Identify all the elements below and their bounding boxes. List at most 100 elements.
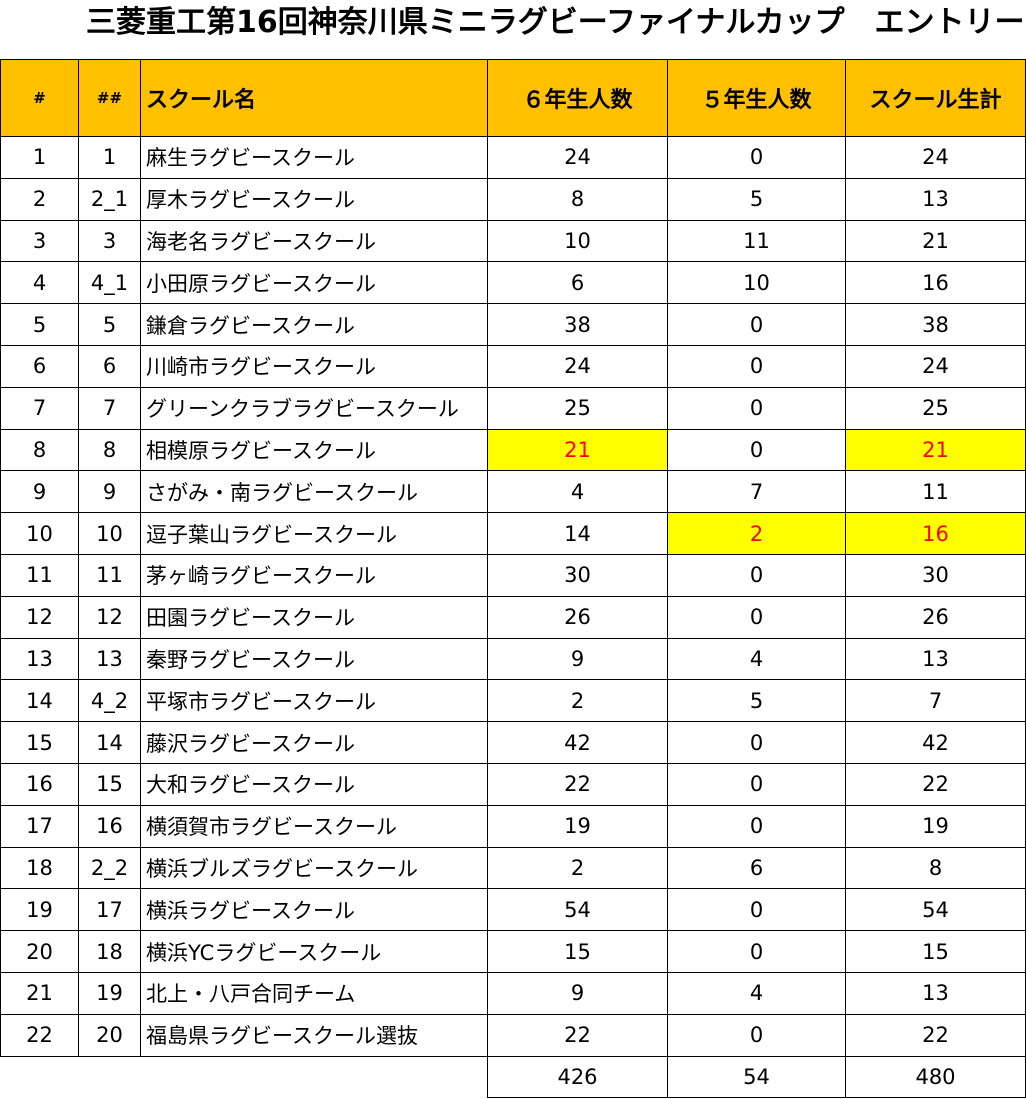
cell-total[interactable]: 15	[845, 930, 1026, 973]
total-grade6[interactable]: 426	[487, 1055, 668, 1099]
cell-grade5[interactable]: 0	[667, 804, 846, 848]
cell-num[interactable]: 20	[0, 930, 79, 973]
cell-total[interactable]: 24	[845, 136, 1026, 179]
cell-school[interactable]: 秦野ラグビースクール	[140, 637, 488, 681]
total-total[interactable]: 480	[845, 1055, 1026, 1099]
cell-num[interactable]: 2	[0, 177, 79, 221]
cell-num2[interactable]: 20	[78, 1013, 141, 1057]
cell-num[interactable]: 14	[0, 679, 79, 723]
cell-grade5[interactable]: 10	[667, 261, 846, 305]
cell-school[interactable]: 横須賀市ラグビースクール	[140, 804, 488, 848]
cell-total[interactable]: 22	[845, 762, 1026, 806]
cell-num[interactable]: 6	[0, 344, 79, 388]
cell-num[interactable]: 11	[0, 553, 79, 597]
cell-num[interactable]: 9	[0, 470, 79, 514]
cell-school[interactable]: 鎌倉ラグビースクール	[140, 303, 488, 346]
cell-total[interactable]: 13	[845, 971, 1026, 1015]
cell-grade6[interactable]: 10	[487, 219, 668, 263]
cell-num2[interactable]: 6	[78, 344, 141, 388]
cell-school[interactable]: 小田原ラグビースクール	[140, 261, 488, 305]
cell-total[interactable]: 16	[845, 261, 1026, 305]
cell-num[interactable]: 3	[0, 219, 79, 263]
cell-school[interactable]: 逗子葉山ラグビースクール	[140, 512, 488, 555]
cell-num2[interactable]: 18	[78, 930, 141, 973]
cell-school[interactable]: 北上・八戸合同チーム	[140, 971, 488, 1015]
cell-num[interactable]: 7	[0, 386, 79, 430]
cell-num[interactable]: 18	[0, 846, 79, 890]
cell-grade5[interactable]: 0	[667, 888, 846, 932]
cell-num2[interactable]: 7	[78, 386, 141, 430]
cell-school[interactable]: 茅ヶ崎ラグビースクール	[140, 553, 488, 597]
cell-num2[interactable]: 17	[78, 888, 141, 932]
cell-school[interactable]: 平塚市ラグビースクール	[140, 679, 488, 723]
cell-grade6[interactable]: 26	[487, 595, 668, 639]
cell-num[interactable]: 5	[0, 303, 79, 346]
cell-num[interactable]: 16	[0, 762, 79, 806]
cell-grade6[interactable]: 24	[487, 344, 668, 388]
cell-grade6[interactable]: 25	[487, 386, 668, 430]
column-header-school[interactable]: スクール名	[140, 59, 488, 137]
cell-num2[interactable]: 15	[78, 762, 141, 806]
column-header-num[interactable]: #	[0, 59, 79, 137]
cell-total[interactable]: 22	[845, 1013, 1026, 1057]
cell-grade6[interactable]: 15	[487, 930, 668, 973]
cell-num2[interactable]: 9	[78, 470, 141, 514]
cell-grade5[interactable]: 6	[667, 846, 846, 890]
cell-total[interactable]: 38	[845, 303, 1026, 346]
cell-school[interactable]: 横浜ラグビースクール	[140, 888, 488, 932]
cell-num[interactable]: 8	[0, 428, 79, 472]
column-header-total[interactable]: スクール生計	[845, 59, 1026, 137]
cell-num2[interactable]: 2_1	[78, 177, 141, 221]
cell-grade5[interactable]: 7	[667, 470, 846, 514]
cell-num2[interactable]: 1	[78, 136, 141, 179]
cell-total[interactable]: 21	[845, 428, 1026, 472]
cell-school[interactable]: 福島県ラグビースクール選抜	[140, 1013, 488, 1057]
cell-num[interactable]: 15	[0, 721, 79, 764]
cell-grade5[interactable]: 4	[667, 637, 846, 681]
cell-total[interactable]: 42	[845, 721, 1026, 764]
cell-num[interactable]: 1	[0, 136, 79, 179]
column-header-num2[interactable]: ##	[78, 59, 141, 137]
cell-total[interactable]: 21	[845, 219, 1026, 263]
cell-num2[interactable]: 4_2	[78, 679, 141, 723]
cell-school[interactable]: グリーンクラブラグビースクール	[140, 386, 488, 430]
cell-grade5[interactable]: 5	[667, 177, 846, 221]
cell-num[interactable]: 12	[0, 595, 79, 639]
cell-grade5[interactable]: 0	[667, 428, 846, 472]
cell-grade6[interactable]: 9	[487, 637, 668, 681]
cell-school[interactable]: 相模原ラグビースクール	[140, 428, 488, 472]
cell-grade5[interactable]: 0	[667, 344, 846, 388]
cell-grade5[interactable]: 0	[667, 930, 846, 973]
cell-grade6[interactable]: 21	[487, 428, 668, 472]
cell-school[interactable]: さがみ・南ラグビースクール	[140, 470, 488, 514]
cell-total[interactable]: 11	[845, 470, 1026, 514]
cell-school[interactable]: 川崎市ラグビースクール	[140, 344, 488, 388]
cell-num2[interactable]: 16	[78, 804, 141, 848]
cell-num[interactable]: 22	[0, 1013, 79, 1057]
cell-total[interactable]: 16	[845, 512, 1026, 555]
cell-num[interactable]: 10	[0, 512, 79, 555]
cell-grade5[interactable]: 11	[667, 219, 846, 263]
cell-grade5[interactable]: 0	[667, 721, 846, 764]
cell-grade6[interactable]: 8	[487, 177, 668, 221]
cell-grade6[interactable]: 22	[487, 1013, 668, 1057]
cell-school[interactable]: 厚木ラグビースクール	[140, 177, 488, 221]
cell-grade5[interactable]: 2	[667, 512, 846, 555]
cell-grade5[interactable]: 0	[667, 553, 846, 597]
cell-total[interactable]: 25	[845, 386, 1026, 430]
cell-school[interactable]: 横浜YCラグビースクール	[140, 930, 488, 973]
cell-num[interactable]: 17	[0, 804, 79, 848]
cell-num2[interactable]: 3	[78, 219, 141, 263]
cell-grade6[interactable]: 2	[487, 846, 668, 890]
cell-grade6[interactable]: 2	[487, 679, 668, 723]
cell-grade5[interactable]: 4	[667, 971, 846, 1015]
cell-grade5[interactable]: 0	[667, 386, 846, 430]
cell-grade6[interactable]: 54	[487, 888, 668, 932]
cell-grade5[interactable]: 0	[667, 762, 846, 806]
cell-grade5[interactable]: 0	[667, 595, 846, 639]
cell-total[interactable]: 26	[845, 595, 1026, 639]
column-header-grade5[interactable]: ５年生人数	[667, 59, 846, 137]
cell-grade6[interactable]: 9	[487, 971, 668, 1015]
cell-school[interactable]: 海老名ラグビースクール	[140, 219, 488, 263]
cell-total[interactable]: 8	[845, 846, 1026, 890]
